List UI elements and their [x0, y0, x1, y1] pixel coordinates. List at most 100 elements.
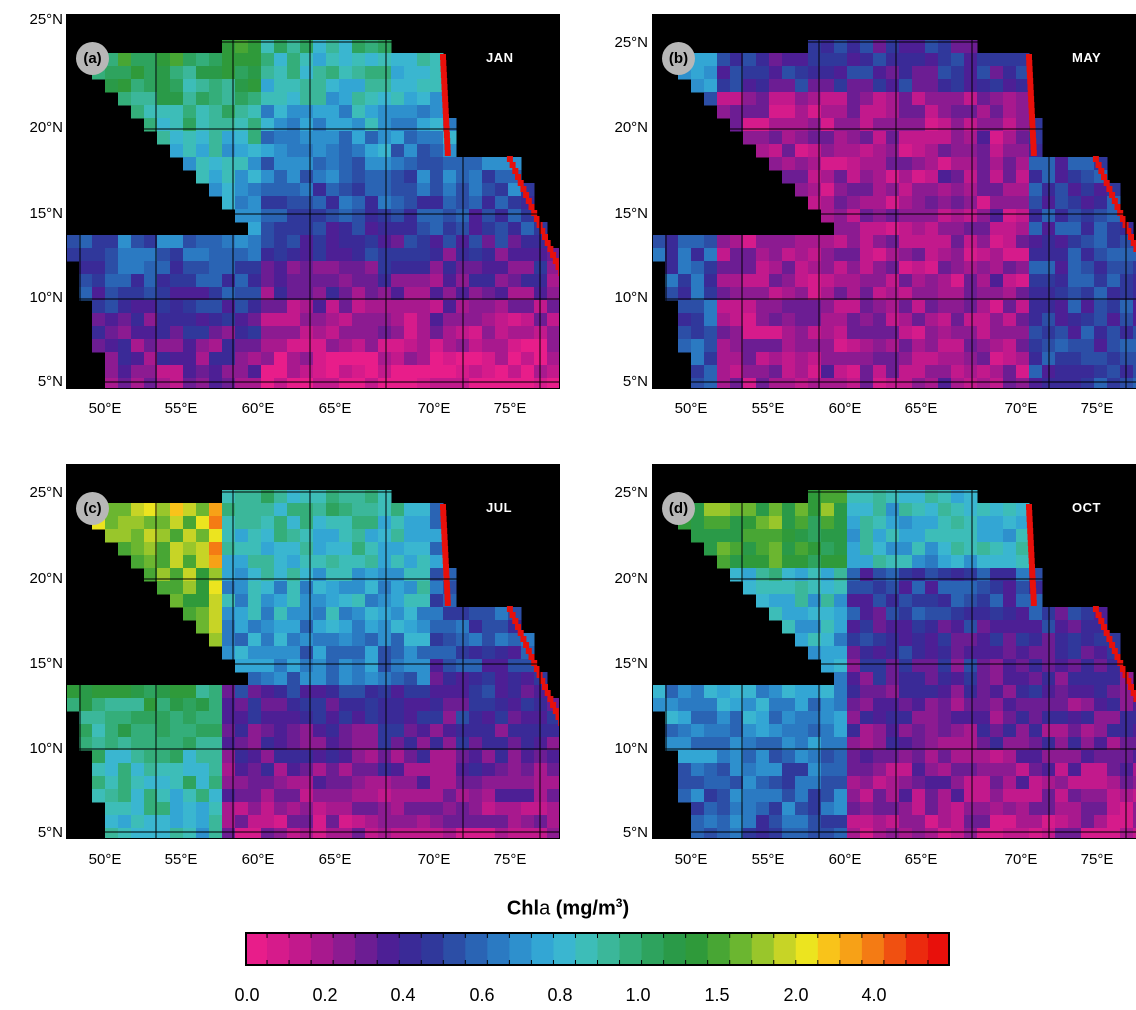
- chl-cell: [1055, 365, 1069, 379]
- chl-cell: [183, 144, 197, 158]
- chl-cell: [378, 594, 392, 608]
- chl-cell: [873, 378, 887, 389]
- chl-cell: [352, 542, 366, 556]
- chl-cell: [847, 815, 861, 829]
- chl-cell: [912, 261, 926, 275]
- chl-cell: [391, 607, 405, 621]
- chl-cell: [196, 542, 210, 556]
- chl-cell: [404, 183, 418, 197]
- chl-cell: [951, 490, 965, 504]
- chl-cell: [678, 313, 692, 327]
- chl-cell: [183, 789, 197, 803]
- chl-cell: [847, 711, 861, 725]
- chl-cell: [404, 659, 418, 673]
- chl-cell: [1016, 170, 1030, 184]
- chl-cell: [1029, 261, 1043, 275]
- chl-cell: [495, 815, 509, 829]
- lat-label-25n-d: 25°N: [614, 484, 648, 501]
- chl-cell: [769, 542, 783, 556]
- chl-cell: [938, 313, 952, 327]
- chl-cell: [118, 66, 132, 80]
- chl-cell: [144, 750, 158, 764]
- chl-cell: [964, 529, 978, 543]
- chl-cell: [209, 516, 223, 530]
- chl-cell: [430, 261, 444, 275]
- chl-cell: [495, 620, 509, 634]
- chl-cell: [261, 40, 275, 54]
- chl-cell: [105, 737, 119, 751]
- chl-cell: [899, 646, 913, 660]
- chl-cell: [795, 776, 809, 790]
- chl-cell: [1107, 750, 1121, 764]
- chl-cell: [170, 66, 184, 80]
- chl-cell: [534, 248, 548, 262]
- chl-cell: [144, 828, 158, 839]
- chl-cell: [1016, 235, 1030, 249]
- chl-cell: [339, 802, 353, 816]
- chl-cell: [508, 659, 522, 673]
- chl-cell: [443, 196, 457, 210]
- chl-cell: [964, 685, 978, 699]
- chl-cell: [1068, 196, 1082, 210]
- chl-cell: [977, 248, 991, 262]
- chl-cell: [443, 209, 457, 223]
- chl-cell: [118, 313, 132, 327]
- colorbar-cell: [509, 932, 533, 966]
- coastal-fringe: [441, 84, 448, 90]
- chl-cell: [222, 685, 236, 699]
- colorbar-cell: [355, 932, 378, 966]
- chl-cell: [365, 698, 379, 712]
- chl-cell: [157, 326, 171, 340]
- chl-cell: [782, 352, 796, 366]
- chl-cell: [873, 646, 887, 660]
- chl-cell: [170, 118, 184, 132]
- chl-cell: [769, 802, 783, 816]
- chl-cell: [1016, 157, 1030, 171]
- chl-cell: [66, 235, 80, 249]
- chl-cell: [274, 300, 288, 314]
- chl-cell: [1003, 339, 1017, 353]
- chl-cell: [847, 659, 861, 673]
- chl-cell: [170, 516, 184, 530]
- chl-cell: [912, 183, 926, 197]
- chl-cell: [482, 763, 496, 777]
- chl-cell: [834, 802, 848, 816]
- chl-cell: [1029, 248, 1043, 262]
- chl-cell: [821, 144, 835, 158]
- chl-cell: [1094, 685, 1108, 699]
- chl-cell: [261, 646, 275, 660]
- chl-cell: [873, 542, 887, 556]
- chl-cell: [521, 352, 535, 366]
- chl-cell: [990, 92, 1004, 106]
- chl-cell: [430, 672, 444, 686]
- chl-cell: [1120, 789, 1134, 803]
- chl-cell: [365, 326, 379, 340]
- chl-cell: [274, 53, 288, 67]
- chl-cell: [782, 339, 796, 353]
- chl-cell: [743, 235, 757, 249]
- chl-cell: [756, 555, 770, 569]
- chl-cell: [339, 776, 353, 790]
- chl-cell: [495, 183, 509, 197]
- chl-cell: [873, 750, 887, 764]
- chl-cell: [938, 209, 952, 223]
- chl-cell: [222, 300, 236, 314]
- chl-cell: [977, 118, 991, 132]
- coastal-fringe: [440, 66, 447, 72]
- chl-cell: [248, 815, 262, 829]
- chl-cell: [795, 698, 809, 712]
- chl-cell: [274, 737, 288, 751]
- chl-cell: [951, 66, 965, 80]
- chl-cell: [1003, 326, 1017, 340]
- chl-cell: [378, 568, 392, 582]
- chl-cell: [222, 118, 236, 132]
- chl-cell: [951, 763, 965, 777]
- chl-cell: [847, 170, 861, 184]
- chl-cell: [795, 542, 809, 556]
- chl-cell: [378, 724, 392, 738]
- chl-cell: [235, 261, 249, 275]
- chl-cell: [404, 235, 418, 249]
- chl-cell: [886, 261, 900, 275]
- chl-cell: [352, 131, 366, 145]
- lon-label-70e-d: 70°E: [1004, 851, 1038, 868]
